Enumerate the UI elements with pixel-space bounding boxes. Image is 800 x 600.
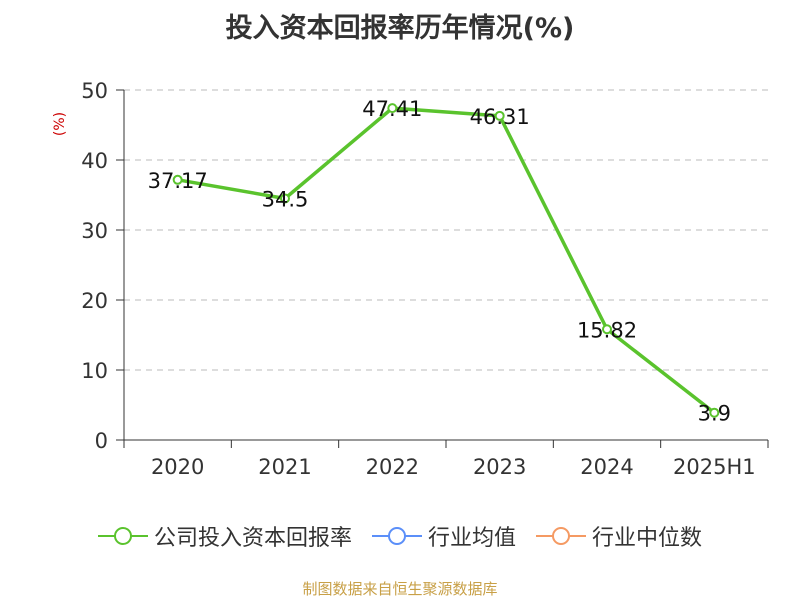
legend-item-company[interactable]: 公司投入资本回报率 — [97, 520, 352, 552]
y-tick-label: 50 — [81, 79, 108, 103]
legend-item-industry-mean[interactable]: 行业均值 — [371, 520, 516, 552]
data-point — [172, 174, 183, 185]
legend-line-circle-icon — [97, 527, 148, 545]
data-point — [602, 324, 612, 335]
x-tick-label: 2023 — [473, 455, 526, 479]
data-label: 15.82 — [577, 318, 637, 342]
chart-plot: 0 10 20 30 40 50 2020 2021 2022 2023 2024 2025H1 37.… — [81, 79, 769, 479]
y-tick-label: 10 — [81, 359, 108, 383]
legend-label-industry-mean: 行业均值 — [427, 526, 516, 551]
x-tick-label: 2025H1 — [673, 455, 756, 479]
x-tick-label: 2022 — [366, 455, 419, 479]
y-tick-label: 30 — [81, 219, 108, 243]
legend-line-circle-icon — [371, 527, 422, 545]
x-tick-label: 2020 — [151, 455, 204, 479]
legend-label-industry-median: 行业中位数 — [592, 526, 703, 551]
chart-title: 投入资本回报率历年情况(%) — [225, 13, 575, 44]
data-label: 46.31 — [470, 105, 530, 129]
data-label: 3.9 — [698, 402, 731, 426]
data-label: 34.5 — [262, 188, 309, 212]
y-tick-label: 0 — [95, 429, 108, 453]
data-point — [709, 407, 720, 418]
data-point — [387, 103, 398, 114]
source-note: 制图数据来自恒生聚源数据库 — [302, 580, 498, 598]
data-point — [494, 110, 505, 121]
data-label: 47.41 — [362, 97, 422, 121]
legend-line-circle-icon — [536, 527, 586, 545]
x-tick-label: 2024 — [580, 455, 633, 479]
y-tick-label: 20 — [81, 289, 108, 313]
data-point — [280, 193, 290, 204]
y-tick-label: 40 — [81, 149, 108, 173]
data-label: 37.17 — [148, 169, 208, 193]
legend-item-industry-median[interactable]: 行业中位数 — [536, 520, 702, 552]
x-tick-label: 2021 — [258, 455, 311, 479]
legend: 公司投入资本回报率 行业均值 行业中位数 — [0, 520, 800, 552]
legend-label-company: 公司投入资本回报率 — [153, 526, 352, 551]
series-line — [177, 106, 716, 415]
